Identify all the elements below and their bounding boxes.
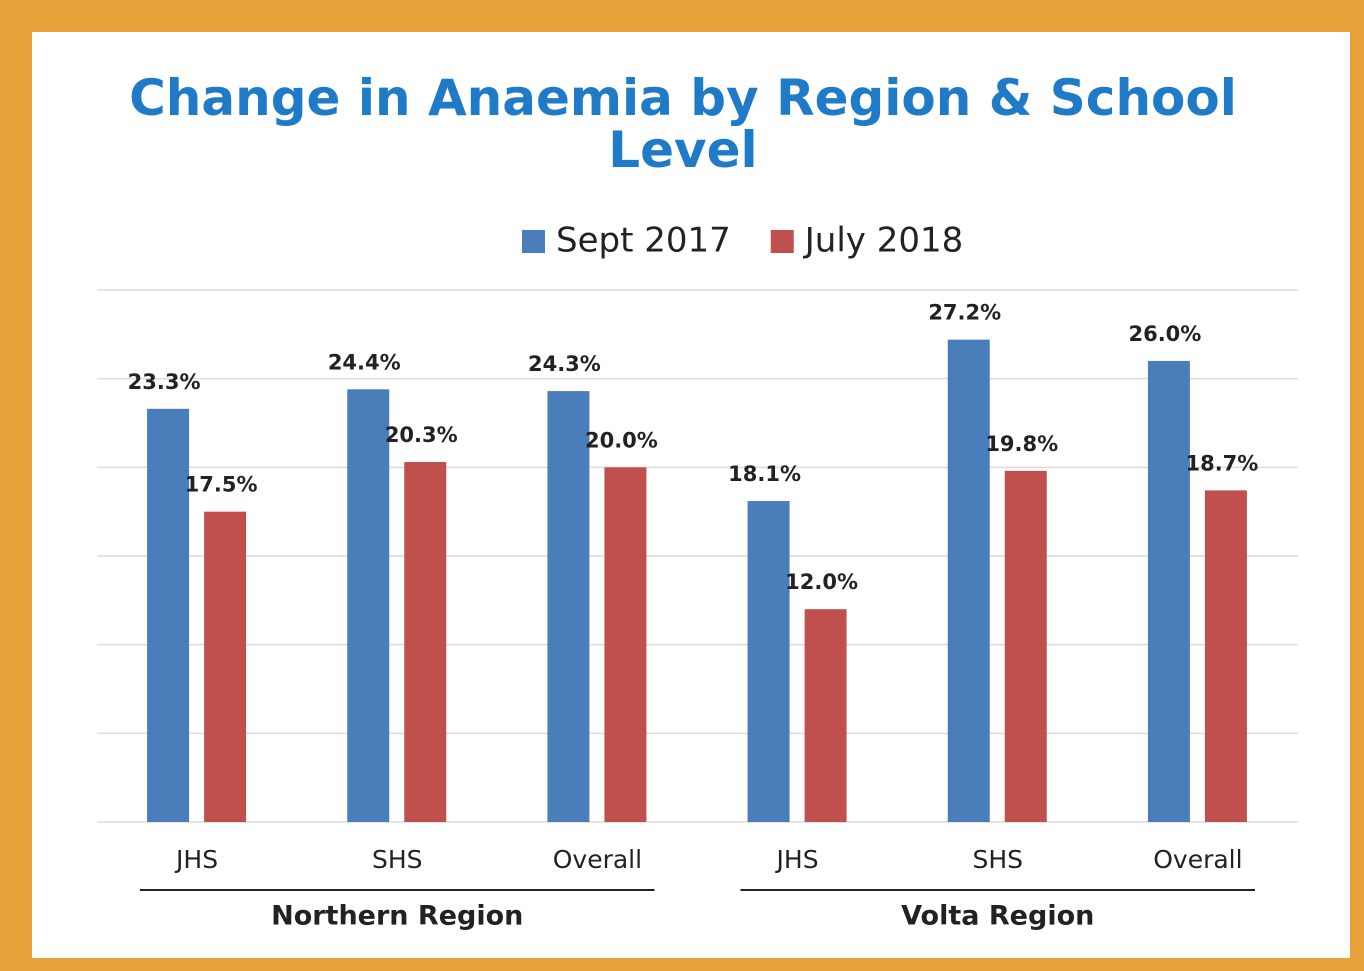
bar — [804, 609, 847, 822]
x-tick-label: Overall — [553, 845, 642, 874]
legend-swatch — [522, 230, 545, 253]
group-label: Volta Region — [901, 901, 1094, 932]
value-label: 24.3% — [528, 352, 601, 376]
bar — [147, 408, 190, 822]
bar — [404, 462, 447, 822]
x-tick-label: SHS — [972, 845, 1023, 874]
value-label: 20.0% — [585, 428, 658, 452]
value-label: 18.7% — [1185, 451, 1258, 475]
x-tick-label: SHS — [372, 845, 423, 874]
chart-title: Change in Anaemia by Region & School Lev… — [129, 69, 1237, 179]
bar — [347, 389, 390, 822]
value-label: 20.3% — [385, 423, 458, 447]
bar — [1004, 470, 1047, 822]
group-label: Northern Region — [271, 901, 523, 932]
x-tick-label: JHS — [174, 845, 218, 874]
value-label: 19.8% — [985, 432, 1058, 456]
x-tick-label: Overall — [1153, 845, 1242, 874]
chart-frame — [32, 32, 1350, 958]
bar — [1147, 360, 1190, 822]
value-label: 26.0% — [1128, 322, 1201, 346]
bar — [547, 391, 590, 822]
value-label: 23.3% — [128, 370, 201, 394]
value-label: 17.5% — [185, 473, 258, 497]
value-label: 27.2% — [928, 301, 1001, 325]
bar — [604, 467, 647, 822]
bar — [747, 501, 790, 822]
bar — [947, 339, 990, 822]
legend-swatch — [770, 230, 794, 253]
x-tick-label: JHS — [775, 845, 819, 874]
value-label: 18.1% — [728, 462, 801, 486]
value-label: 24.4% — [328, 350, 401, 374]
legend-label: July 2018 — [803, 221, 963, 261]
bar — [1204, 490, 1247, 822]
bar — [204, 511, 247, 822]
value-label: 12.0% — [785, 570, 858, 594]
legend-label: Sept 2017 — [556, 221, 731, 261]
